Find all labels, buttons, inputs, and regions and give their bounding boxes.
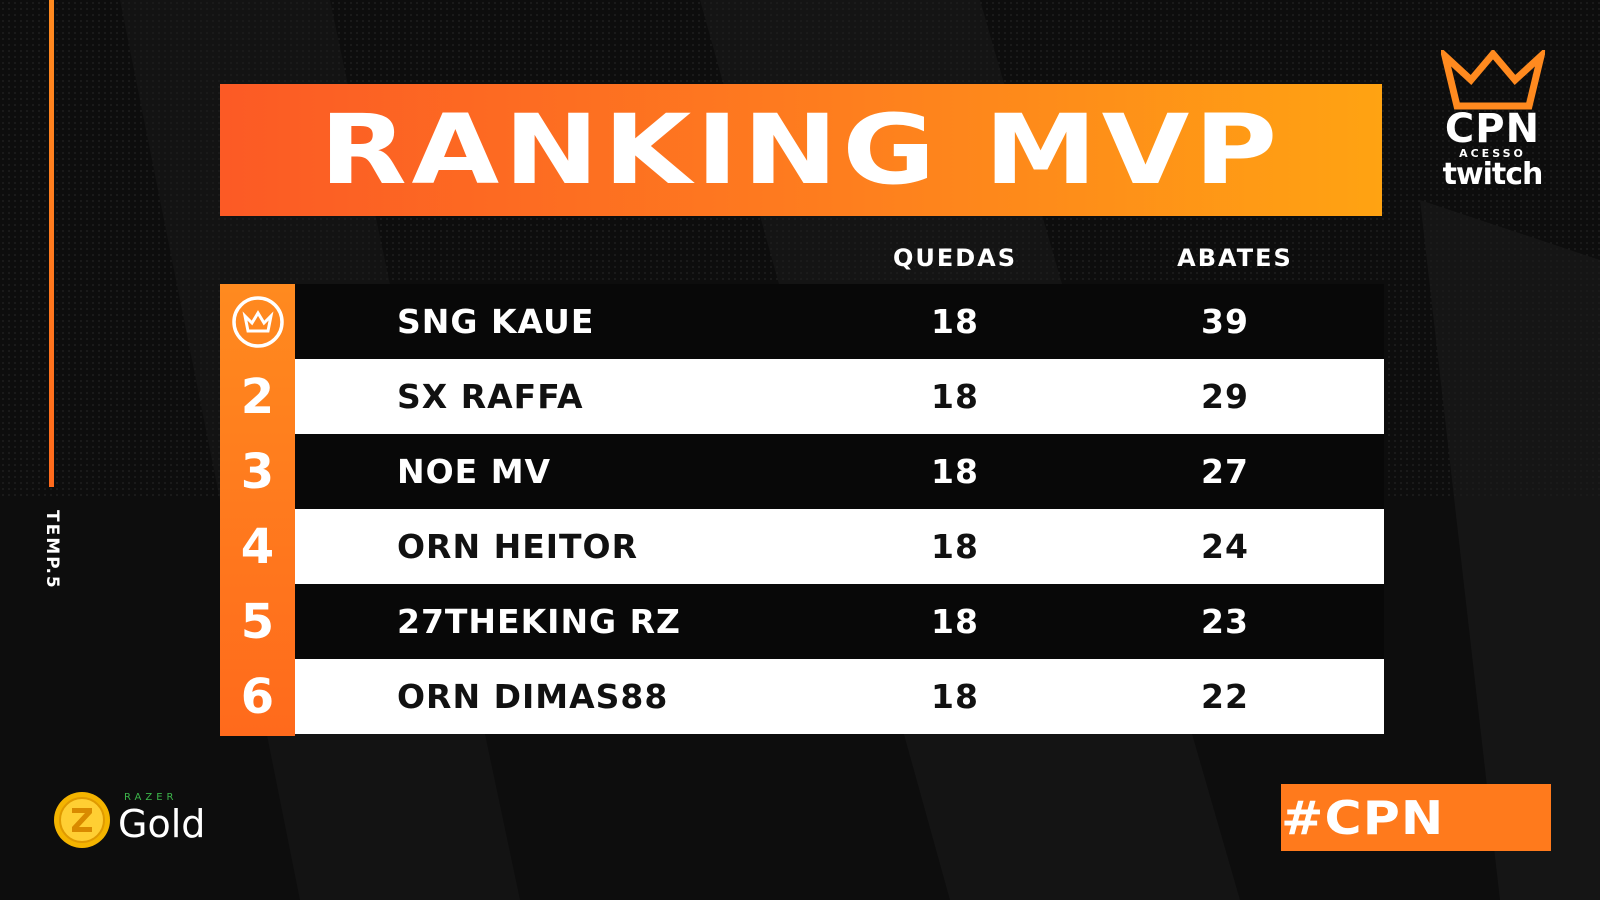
rank-number: 6 [240, 668, 275, 725]
sponsor-logo: RAZER Gold [52, 790, 205, 850]
table-row: 2 SX RAFFA 18 29 [220, 359, 1384, 434]
column-header-drops: QUEDAS [892, 244, 1018, 272]
sponsor-wordmark: RAZER Gold [118, 792, 206, 846]
drops-value: 18 [931, 377, 979, 416]
kills-value: 22 [1201, 677, 1249, 716]
sponsor-name: Gold [118, 802, 206, 846]
kills-value: 39 [1201, 302, 1249, 341]
drops-value: 18 [931, 452, 979, 491]
page-title: RANKING MVP [319, 94, 1283, 206]
brand-name: CPN [1444, 106, 1541, 152]
table-row: 4 ORN HEITOR 18 24 [220, 509, 1384, 584]
kills-value: 23 [1201, 602, 1249, 641]
player-name: ORN HEITOR [397, 527, 638, 566]
left-accent-rail [49, 0, 54, 487]
kills-value: 29 [1201, 377, 1249, 416]
hashtag-text: #CPN [1281, 790, 1445, 845]
table-row: SNG KAUE 18 39 [220, 284, 1384, 359]
player-name: 27THEKING RZ [397, 602, 681, 641]
drops-value: 18 [931, 302, 979, 341]
sponsor-brand: RAZER [124, 792, 178, 803]
kills-value: 27 [1201, 452, 1249, 491]
table-row: 5 27THEKING RZ 18 23 [220, 584, 1384, 659]
razer-gold-coin-icon [54, 792, 110, 848]
kills-value: 24 [1201, 527, 1249, 566]
crown-icon [1440, 50, 1545, 110]
player-name: SX RAFFA [397, 377, 584, 416]
player-name: ORN DIMAS88 [397, 677, 669, 716]
twitch-wordmark: twitch [1442, 157, 1544, 192]
drops-value: 18 [931, 677, 979, 716]
player-name: SNG KAUE [397, 302, 595, 341]
title-banner: RANKING MVP [220, 84, 1382, 216]
rank-number: 5 [240, 593, 275, 650]
season-tag: TEMP.5 [42, 510, 62, 590]
column-header-kills: ABATES [1177, 244, 1293, 272]
cpn-logo: CPN ACESSO twitch [1425, 50, 1560, 210]
rank-number: 4 [240, 518, 275, 575]
rank-first [220, 284, 295, 359]
table-row: 3 NOE MV 18 27 [220, 434, 1384, 509]
table-row: 6 ORN DIMAS88 18 22 [220, 659, 1384, 734]
rank-number: 3 [240, 443, 275, 500]
rank-column [220, 284, 295, 736]
rank-number: 2 [240, 368, 275, 425]
player-name: NOE MV [397, 452, 552, 491]
brand-subtitle: ACESSO [1459, 147, 1526, 160]
drops-value: 18 [931, 527, 979, 566]
crown-icon [231, 295, 284, 348]
drops-value: 18 [931, 602, 979, 641]
hashtag-badge: #CPN [1281, 784, 1551, 851]
